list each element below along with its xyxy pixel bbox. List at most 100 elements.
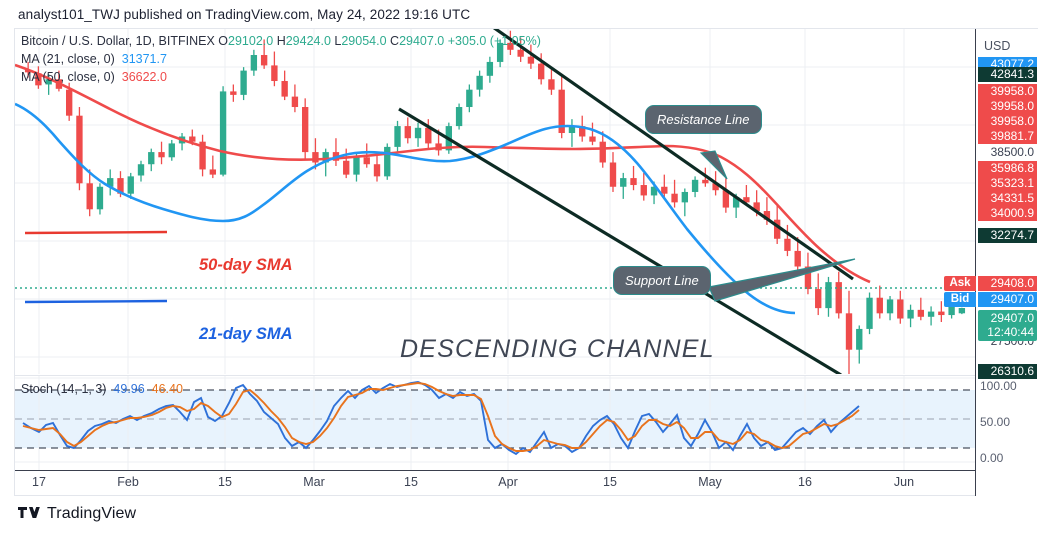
- price-pane[interactable]: Bitcoin / U.S. Dollar, 1D, BITFINEX O291…: [15, 29, 975, 374]
- stoch-d-line: [22, 382, 860, 452]
- candle-body: [394, 126, 401, 147]
- bid-tag: Bid: [944, 292, 976, 307]
- stoch-d-value: 46.40: [151, 382, 183, 396]
- price-scale-label: 39881.7: [978, 129, 1037, 144]
- candle-body: [794, 250, 801, 267]
- candle-body: [250, 55, 258, 71]
- ma50-value: 36622.0: [121, 70, 167, 84]
- currency-label: USD: [984, 39, 1011, 53]
- candle-body: [702, 179, 709, 184]
- candle-body: [589, 136, 596, 142]
- ohlc-h-label: H: [276, 34, 286, 48]
- price-scale-label: 35323.1: [978, 176, 1037, 191]
- time-axis-tick: 17: [32, 475, 46, 489]
- time-axis-tick: 15: [404, 475, 418, 489]
- price-scale-label: 26310.6: [978, 364, 1037, 379]
- ohlc-o-label: O: [218, 34, 229, 48]
- candle-body: [958, 307, 966, 314]
- candle-body: [425, 127, 432, 144]
- candle-body: [271, 65, 278, 82]
- candle-body: [804, 266, 812, 290]
- ma50-title: MA (50, close, 0): [21, 70, 115, 84]
- sma21-annotation: 21-day SMA: [199, 325, 293, 343]
- candle-body: [322, 152, 329, 163]
- candle-body: [897, 299, 904, 319]
- time-axis-tick: 15: [603, 475, 617, 489]
- time-axis[interactable]: 17 Feb 15 Mar 15 Apr 15 May 16 Jun: [15, 470, 975, 496]
- candle-body: [907, 309, 914, 319]
- price-scale[interactable]: USD 43077.2 42841.3 39958.0 39958.0 39958.0 3…: [944, 29, 1038, 496]
- ohlc-l-value: 29054.0: [341, 34, 387, 48]
- price-change: +305.0 (+1.05%): [447, 34, 541, 48]
- ma21-value: 31371.7: [121, 52, 167, 66]
- symbol-legend: Bitcoin / U.S. Dollar, 1D, BITFINEX O291…: [21, 34, 541, 48]
- candle-body: [384, 146, 391, 177]
- candle-body: [640, 185, 647, 196]
- ohlc-c-label: C: [390, 34, 400, 48]
- ma50-line: [15, 63, 871, 284]
- candle-body: [558, 89, 565, 134]
- ask-price: 29408.0: [978, 276, 1037, 291]
- footer: TradingView: [18, 505, 136, 523]
- sma21-swatch: [24, 299, 168, 304]
- candle-body: [856, 328, 863, 350]
- candle-body: [291, 96, 299, 108]
- candle-body: [260, 55, 268, 66]
- candle-body: [230, 91, 237, 95]
- time-axis-tick: May: [698, 475, 722, 489]
- candle-body: [866, 297, 873, 329]
- stoch-scale-label: 100.00: [980, 379, 1017, 393]
- candle-body: [620, 178, 627, 187]
- candle-body: [363, 157, 370, 165]
- candle-body: [886, 299, 894, 314]
- candle-body: [117, 178, 124, 194]
- candle-body: [137, 164, 145, 176]
- candle-body: [815, 289, 822, 309]
- sma50-swatch: [24, 230, 168, 235]
- ma21-title: MA (21, close, 0): [21, 52, 115, 66]
- chart-frame: Bitcoin / U.S. Dollar, 1D, BITFINEX O291…: [14, 28, 1038, 496]
- price-scale-label: 39958.0: [978, 99, 1037, 114]
- support-callout-tail: [708, 258, 856, 302]
- stoch-title: Stoch (14, 1, 3): [21, 382, 107, 396]
- candle-body: [948, 306, 955, 316]
- candle-body: [650, 186, 658, 196]
- candle-body: [773, 219, 781, 239]
- candle-body: [732, 197, 740, 208]
- candle-body: [599, 141, 606, 163]
- stoch-k-value: 49.96: [113, 382, 145, 396]
- ma21-legend: MA (21, close, 0) 31371.7: [21, 52, 167, 66]
- stochastic-pane[interactable]: Stoch (14, 1, 3) 49.96 46.40: [15, 375, 975, 470]
- candle-body: [414, 127, 422, 139]
- time-axis-tick: 15: [218, 475, 232, 489]
- stoch-scale-label: 50.00: [980, 415, 1011, 429]
- candle-body: [209, 169, 217, 175]
- ohlc-l-label: L: [334, 34, 342, 48]
- candle-body: [743, 197, 750, 203]
- price-scale-label: 34331.5: [978, 191, 1037, 206]
- publisher-byline: analyst101_TWJ published on TradingView.…: [18, 7, 471, 22]
- stoch-k-line: [22, 381, 860, 456]
- price-scale-label: 35986.8: [978, 161, 1037, 176]
- candle-body: [517, 49, 524, 57]
- candle-body: [96, 186, 104, 210]
- stochastic-legend: Stoch (14, 1, 3) 49.96 46.40: [21, 382, 183, 396]
- candle-body: [486, 61, 494, 76]
- ohlc-c-value: 29407.0: [399, 34, 445, 48]
- candle-body: [753, 202, 760, 212]
- last-price-time: 12:40:44: [987, 325, 1034, 339]
- candle-body: [671, 193, 678, 203]
- candle-body: [568, 126, 576, 134]
- candle-body: [219, 91, 227, 175]
- candle-body: [917, 309, 925, 317]
- resistance-line-callout[interactable]: Resistance Line: [645, 105, 762, 134]
- support-line-callout[interactable]: Support Line: [613, 266, 711, 295]
- candle-body: [548, 79, 555, 90]
- last-price-box: 29407.0 12:40:44: [978, 310, 1037, 341]
- ask-tag: Ask: [944, 276, 976, 291]
- ma50-legend: MA (50, close, 0) 36622.0: [21, 70, 167, 84]
- candle-body: [630, 178, 637, 186]
- resistance-trendline: [492, 29, 854, 281]
- candle-body: [168, 143, 175, 158]
- candle-body: [45, 79, 52, 85]
